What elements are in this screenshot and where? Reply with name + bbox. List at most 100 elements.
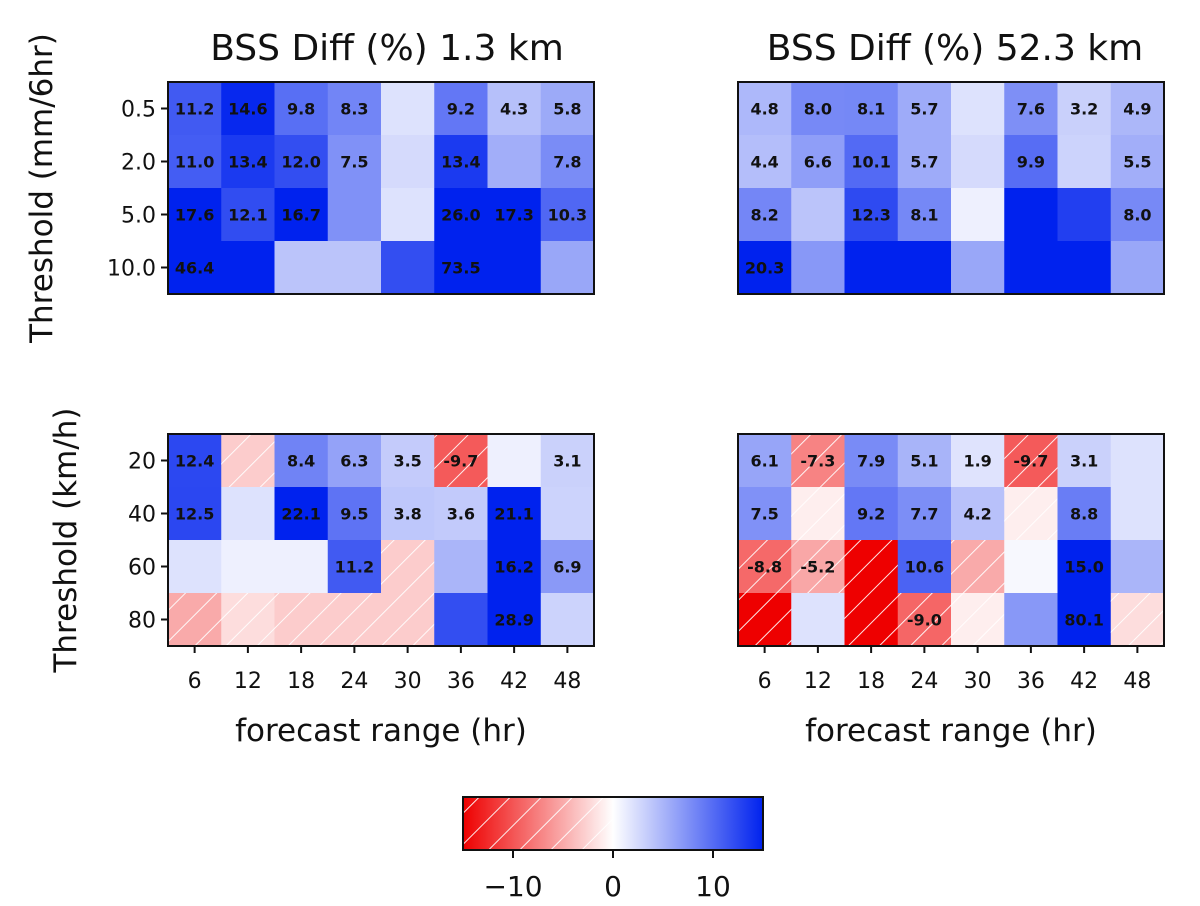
cell-value-label: 9.2 [447,100,475,119]
y-axis-label-wind: Threshold (km/h) [48,407,84,673]
x-tick-label: 12 [804,669,832,694]
cell-value-label: 10.3 [548,206,587,225]
heatmap-cell-hatch [1004,434,1059,488]
cell-value-label: 12.3 [851,206,890,225]
heatmap-cell [487,82,542,136]
heatmap-cell [791,593,846,647]
cell-value-label: 3.8 [393,505,421,524]
heatmap-cell [738,434,792,488]
heatmap-cell [738,188,792,242]
heatmap-cell [1110,540,1165,594]
cell-value-label: 9.2 [857,505,885,524]
colorbar: −10 0 10 [462,796,764,903]
heatmap-cell [327,241,382,295]
cell-value-label: 16.7 [281,206,320,225]
y-tick-label: 20 [128,450,156,475]
heatmap-cell [221,188,276,242]
heatmap-cell [1004,188,1059,242]
heatmap-cell [327,135,382,189]
heatmap-cell [1110,487,1165,541]
cell-value-label: 28.9 [494,611,533,630]
heatmap-cell [168,82,222,136]
heatmap-cell [791,188,846,242]
cell-value-label: 17.3 [494,206,533,225]
cell-value-label: 12.4 [175,452,214,471]
heatmap-cell [1110,188,1165,242]
heatmap-cell [381,487,435,541]
heatmap-cell [487,241,542,295]
heatmap-cell [221,135,276,189]
cell-value-label: 11.2 [335,558,374,577]
heatmap-cell [1057,241,1112,295]
x-tick-label: 12 [234,669,262,694]
cell-value-label: 6.6 [804,153,832,172]
cell-value-label: 1.9 [963,452,991,471]
heatmap-cell [1057,434,1112,488]
heatmap-cell [434,188,489,242]
panel-title: BSS Diff (%) 52.3 km [767,28,1143,69]
cell-value-label: 6.3 [340,452,368,471]
heatmap-cell [844,241,899,295]
x-tick-label: 18 [857,669,885,694]
cell-value-label: 3.6 [447,505,475,524]
heatmap-cell [1110,82,1165,136]
panel-frame [167,81,595,295]
heatmap-cell-hatch [221,593,276,647]
cell-value-label: 9.5 [340,505,368,524]
heatmap-cell-hatch [791,487,846,541]
heatmap-cell [381,434,435,488]
cell-value-label: 10.6 [905,558,944,577]
cell-value-label: 8.1 [910,206,938,225]
heatmap-cell-hatch [1004,487,1059,541]
cell-value-label: 5.1 [910,452,938,471]
heatmap-cell [487,135,542,189]
cell-value-label: 8.0 [1123,206,1151,225]
heatmap-cell [791,135,846,189]
heatmap-cell [274,540,329,594]
cell-value-label: 13.4 [441,153,480,172]
heatmap-cell [791,82,846,136]
cell-value-label: 8.3 [340,100,368,119]
heatmap-cell [274,135,329,189]
panel-frame [167,433,595,647]
y-axis-label-precip: Threshold (mm/6hr) [24,33,60,344]
cell-value-label: 14.6 [228,100,267,119]
colorbar-tick-label: 10 [695,870,731,903]
x-tick-label: 36 [447,669,475,694]
heatmap-cell [487,540,542,594]
heatmap-cell [381,135,435,189]
heatmap-cell [540,540,595,594]
heatmap-cell [540,135,595,189]
heatmap-cell-hatch [844,540,899,594]
heatmap-cell [381,188,435,242]
x-axis-label: forecast range (hr) [805,713,1097,749]
heatmap-cell [1004,82,1059,136]
cell-value-label: 7.8 [553,153,581,172]
heatmap-cell [487,188,542,242]
heatmap-cell-hatch [738,593,792,647]
cell-value-label: 12.1 [228,206,267,225]
panel-wind-1.3km: 12.4 8.4 6.3 3.5 -9.7 3.1 12.5 22.1 9.5 3.8 3.6 21.… [128,433,595,749]
heatmap-cell [1110,434,1165,488]
cell-value-label: 3.1 [553,452,581,471]
cell-value-label: 6.9 [553,558,581,577]
cell-value-label: 5.7 [910,100,938,119]
heatmap-cell [327,82,382,136]
heatmap-cell [1057,135,1112,189]
cell-value-label: 9.8 [287,100,315,119]
cell-value-label: 7.7 [910,505,938,524]
x-tick-label: 24 [910,669,938,694]
heatmap-cell [738,487,792,541]
heatmap-cell [738,135,792,189]
colorbar-tick-label: 0 [604,870,622,903]
heatmap-cell [897,241,952,295]
panel-title: BSS Diff (%) 1.3 km [210,28,564,69]
heatmap-cell [434,487,489,541]
cell-value-label: 8.4 [287,452,315,471]
cell-value-label: 21.1 [494,505,533,524]
heatmap-cell-hatch [951,540,1005,594]
heatmap-cell [540,487,595,541]
heatmap-cell [897,487,952,541]
cell-value-label: 7.5 [750,505,778,524]
heatmap-cell [738,82,792,136]
